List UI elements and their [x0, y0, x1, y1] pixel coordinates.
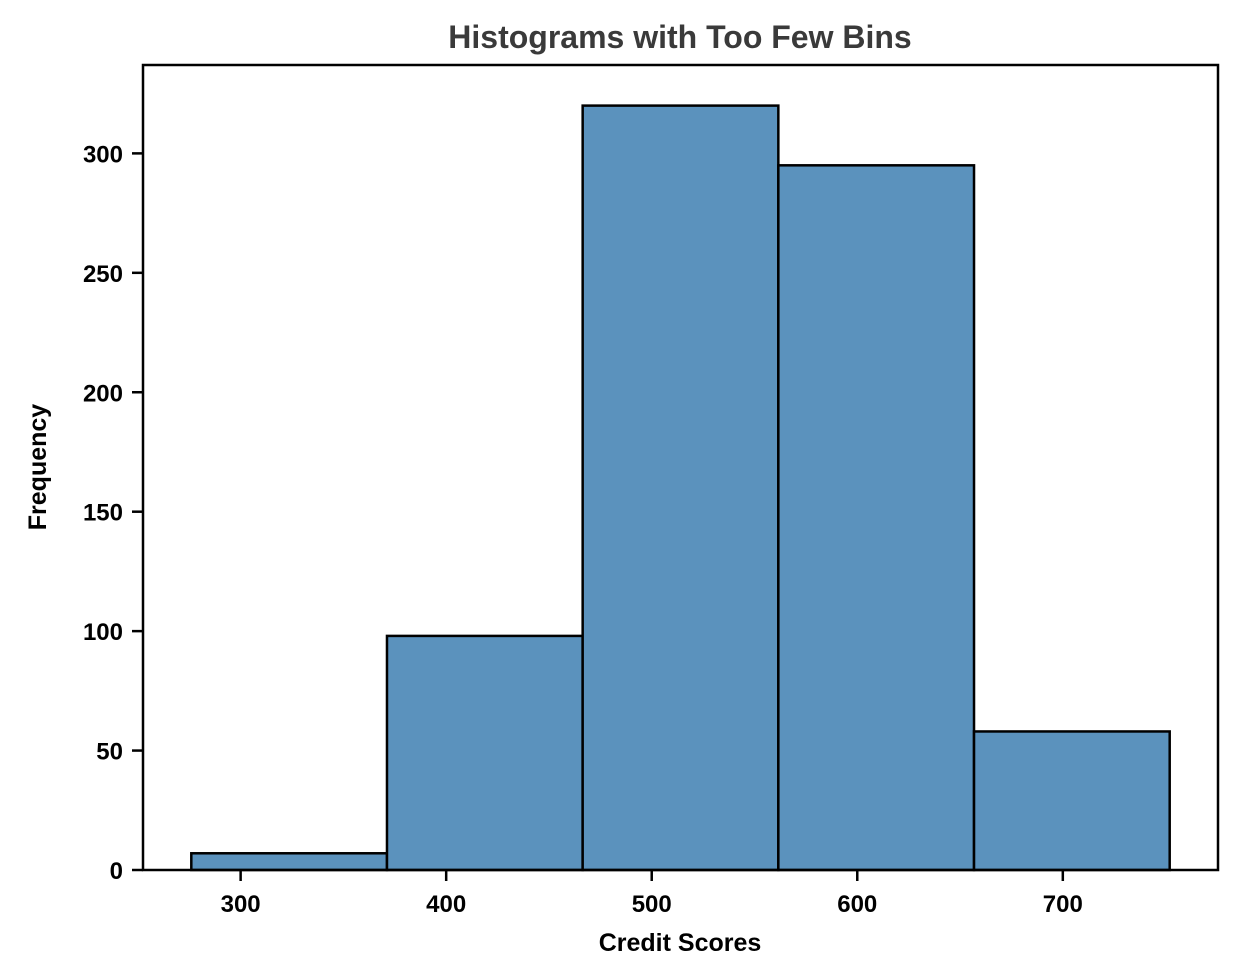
histogram-bar	[581, 104, 780, 872]
histogram-bars	[190, 104, 1171, 872]
x-tick-label: 300	[221, 891, 261, 918]
y-axis-label: Frequency	[24, 404, 52, 531]
y-tick-label: 50	[96, 739, 123, 766]
y-tick-label: 100	[83, 619, 123, 646]
x-axis-label: Credit Scores	[599, 929, 762, 957]
histogram-bar	[777, 164, 976, 872]
y-tick-label: 250	[83, 261, 123, 288]
chart-title: Histograms with Too Few Bins	[448, 19, 911, 55]
x-tick-label: 500	[632, 891, 672, 918]
y-tick-label: 150	[83, 500, 123, 527]
x-tick-label: 400	[426, 891, 466, 918]
histogram-bar	[972, 730, 1171, 872]
y-tick-label: 0	[110, 858, 123, 885]
y-tick-label: 200	[83, 380, 123, 407]
y-tick-label: 300	[83, 141, 123, 168]
plot-frame	[141, 63, 1220, 872]
x-tick-label: 600	[837, 891, 877, 918]
x-tick-label: 700	[1043, 891, 1083, 918]
histogram-bar	[385, 634, 584, 872]
histogram-bar	[190, 852, 389, 872]
axes: 300 400 500 600 700 0 50 100 150 200 250 300	[83, 63, 1220, 918]
